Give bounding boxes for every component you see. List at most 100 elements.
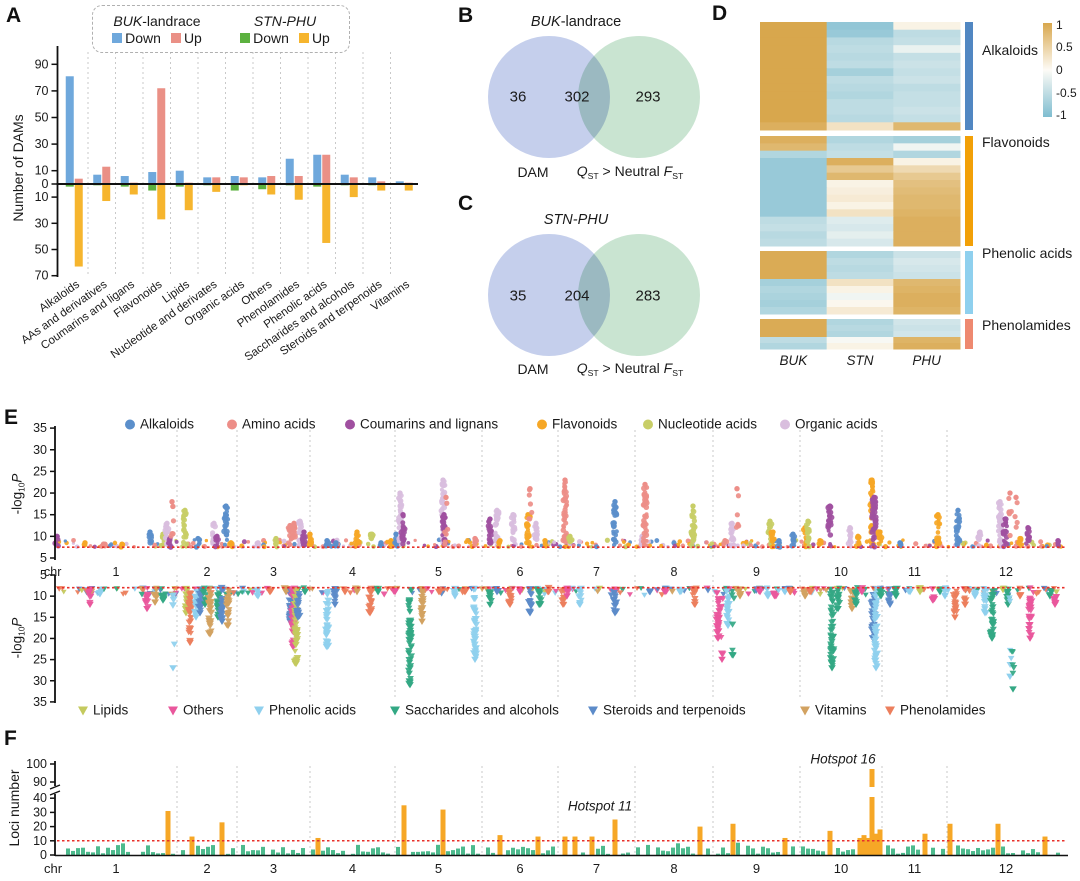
svg-text:10: 10 xyxy=(33,834,47,848)
svg-text:12: 12 xyxy=(999,861,1013,876)
panel-c-label: C xyxy=(458,192,474,215)
heatmap xyxy=(760,22,1052,350)
svg-text:20: 20 xyxy=(33,631,47,645)
svg-text:chr: chr xyxy=(44,861,63,876)
venn-diagram xyxy=(488,234,700,356)
legend-item-aa: Amino acids xyxy=(227,417,316,432)
venn-b-title: BUK-landrace xyxy=(530,14,622,30)
svg-text:30: 30 xyxy=(33,443,47,457)
legend-dot-icon xyxy=(227,419,237,430)
svg-text:15: 15 xyxy=(33,610,47,624)
svg-text:2: 2 xyxy=(203,861,210,876)
legend-dot-icon xyxy=(780,419,790,430)
heatmap-group-label: Alkaloids xyxy=(982,42,1039,58)
legend-swatch xyxy=(240,32,251,43)
svg-text:30: 30 xyxy=(35,137,49,151)
svg-text:11: 11 xyxy=(908,565,921,579)
svg-text:10: 10 xyxy=(35,190,49,204)
svg-text:25: 25 xyxy=(33,653,47,667)
svg-text:10: 10 xyxy=(33,529,47,543)
svg-text:90: 90 xyxy=(33,775,47,789)
panel-a-ylabel: Number of DAMs xyxy=(10,114,26,222)
hotspot-annotation: Hotspot 16 xyxy=(810,751,876,767)
svg-text:15: 15 xyxy=(33,508,47,522)
svg-text:4: 4 xyxy=(349,861,356,876)
svg-text:35: 35 xyxy=(33,695,47,709)
svg-text:5: 5 xyxy=(40,568,47,582)
svg-text:8: 8 xyxy=(671,565,678,579)
svg-text:3: 3 xyxy=(270,861,277,876)
svg-text:35: 35 xyxy=(33,421,47,435)
legend-swatch xyxy=(298,32,309,43)
legend-triangle-icon xyxy=(168,706,178,716)
heatmap-col-label: BUK xyxy=(779,353,808,368)
svg-text:1: 1 xyxy=(112,861,119,876)
svg-text:70: 70 xyxy=(35,269,49,283)
hotspot-annotation: Hotspot 11 xyxy=(567,798,633,814)
venn-c-right-count: 283 xyxy=(635,287,661,305)
venn-b-right-count: 293 xyxy=(635,88,661,106)
panel-e-bottom-ylabel: -log10P xyxy=(9,617,27,659)
colorbar-tick: 0 xyxy=(1056,63,1063,77)
legend-group-0: BUK-landrace Down Up xyxy=(112,13,202,46)
svg-text:12: 12 xyxy=(999,565,1013,579)
legend-dot-icon xyxy=(345,419,355,430)
legend-triangle-icon xyxy=(885,706,895,716)
venn-b-left-label: DAM xyxy=(517,164,549,180)
legend-group-title: BUK-landrace xyxy=(113,12,201,29)
legend-group-title: STN-PHU xyxy=(253,12,317,29)
svg-text:0: 0 xyxy=(42,177,49,191)
svg-text:11: 11 xyxy=(908,861,922,876)
legend-item-vit: Vitamins xyxy=(800,703,867,718)
legend-triangle-icon xyxy=(390,706,400,716)
svg-text:30: 30 xyxy=(35,216,49,230)
panel-b-label: B xyxy=(458,4,474,27)
legend-swatch xyxy=(112,32,123,43)
svg-text:1: 1 xyxy=(113,565,120,579)
svg-text:9: 9 xyxy=(753,861,760,876)
colorbar-tick: 1 xyxy=(1056,18,1063,32)
svg-text:25: 25 xyxy=(33,464,47,478)
svg-text:50: 50 xyxy=(35,243,49,257)
venn-b-right-label: QST > Neutral FST xyxy=(576,162,684,182)
heatmap-col-label: PHU xyxy=(912,353,941,368)
legend-dot-icon xyxy=(537,419,547,430)
svg-text:6: 6 xyxy=(517,565,524,579)
svg-text:40: 40 xyxy=(33,791,47,805)
svg-text:5: 5 xyxy=(435,565,442,579)
panel-a-legend: BUK-landrace Down Up STN-PHU Down Up xyxy=(92,5,350,53)
svg-text:30: 30 xyxy=(33,674,47,688)
heatmap-group-label: Phenolamides xyxy=(982,317,1071,333)
venn-c-right-label: QST > Neutral FST xyxy=(576,359,684,379)
legend-item-ste: Steroids and terpenoids xyxy=(588,703,746,718)
legend-dot-icon xyxy=(643,419,653,430)
heatmap-col-label: STN xyxy=(846,353,874,368)
colorbar-tick: -0.5 xyxy=(1056,86,1077,100)
svg-text:7: 7 xyxy=(593,565,600,579)
svg-text:6: 6 xyxy=(516,861,523,876)
legend-item-phe: Phenolamides xyxy=(885,703,986,718)
legend-triangle-icon xyxy=(588,706,598,716)
legend-item: Up xyxy=(298,30,330,46)
venn-diagram xyxy=(488,36,700,158)
heatmap-group-label: Flavonoids xyxy=(982,134,1050,150)
svg-text:7: 7 xyxy=(593,861,600,876)
svg-text:10: 10 xyxy=(834,861,848,876)
svg-text:chr: chr xyxy=(44,565,61,579)
venn-b-overlap-count: 302 xyxy=(564,88,590,106)
panel-a-label: A xyxy=(6,4,22,27)
svg-text:70: 70 xyxy=(35,84,49,98)
legend-dot-icon xyxy=(125,419,135,430)
svg-text:3: 3 xyxy=(270,565,277,579)
panel-f-label: F xyxy=(4,727,17,750)
legend-item-alk: Alkaloids xyxy=(125,417,194,432)
svg-text:30: 30 xyxy=(33,805,47,819)
colorbar-tick: 0.5 xyxy=(1056,40,1073,54)
svg-text:50: 50 xyxy=(35,111,49,125)
legend-triangle-icon xyxy=(254,706,264,716)
panel-e-top-ylabel: -log10P xyxy=(9,473,27,515)
venn-b-left-count: 36 xyxy=(509,88,527,106)
legend-item-sac: Saccharides and alcohols xyxy=(390,703,559,718)
svg-text:5: 5 xyxy=(40,551,47,565)
